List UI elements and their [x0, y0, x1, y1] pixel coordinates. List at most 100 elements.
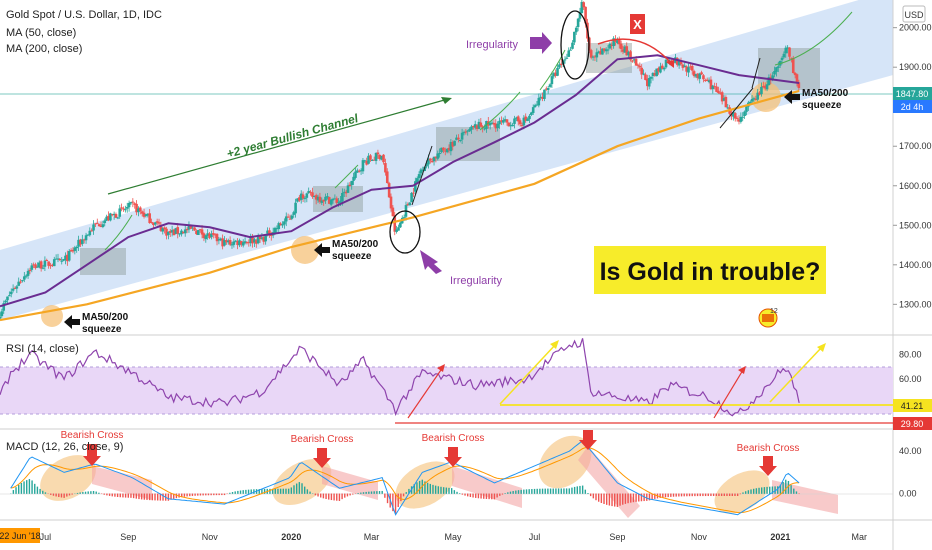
- macd-hist-bar-283: [766, 486, 768, 494]
- candle-body-143: [266, 230, 269, 234]
- macd-hist-bar-107: [295, 483, 298, 494]
- price-panel[interactable]: +2 year Bullish Channel X Irregularity I…: [0, 0, 893, 335]
- candle-body-99: [183, 229, 187, 234]
- candle-body-41: [75, 246, 79, 249]
- candle-body-173: [322, 199, 325, 202]
- macd-hist-bar-264: [715, 493, 717, 497]
- macd-hist-bar-173: [472, 493, 474, 498]
- macd-panel[interactable]: Bearish Cross Bearish Cross Bearish Cros…: [0, 425, 893, 522]
- macd-hist-bar-228: [619, 493, 621, 506]
- candle-body-290: [541, 96, 544, 99]
- candle-body-210: [391, 207, 395, 217]
- candle-body-175: [326, 196, 329, 198]
- candle-body-268: [500, 120, 503, 122]
- macd-hist-bar-203: [552, 488, 554, 494]
- candle-body-44: [81, 239, 84, 244]
- macd-hist-bar-257: [696, 493, 699, 497]
- macd-hist-bar-100: [277, 488, 279, 494]
- macd-hist-bar-77: [215, 493, 218, 496]
- candle-body-124: [230, 244, 234, 246]
- candle-body-190: [354, 171, 357, 178]
- candle-body-82: [152, 222, 155, 226]
- macd-hist-bar-54: [154, 493, 156, 501]
- candle-body-253: [472, 126, 475, 128]
- candle-body-7: [11, 288, 15, 291]
- candle-body-149: [277, 223, 281, 230]
- candle-body-403: [752, 98, 756, 100]
- candle-body-242: [451, 142, 455, 147]
- impulse-arrow-2: [719, 87, 754, 129]
- candle-body-245: [457, 137, 460, 140]
- candle-body-55: [101, 224, 105, 228]
- candle-body-266: [496, 123, 499, 129]
- macd-hist-bar-274: [742, 492, 744, 494]
- candle-body-178: [331, 198, 335, 201]
- macd-hist-bar-90: [250, 489, 252, 494]
- macd-hist-bar-224: [608, 493, 611, 506]
- macd-hist-bar-111: [306, 489, 309, 494]
- candle-body-340: [634, 58, 638, 66]
- candle-body-94: [174, 228, 178, 234]
- currency-box[interactable]: [902, 5, 926, 23]
- macd-hist-bar-5: [23, 481, 25, 494]
- candle-body-11: [19, 281, 22, 283]
- candle-body-399: [745, 106, 748, 112]
- macd-hist-bar-108: [298, 482, 301, 494]
- macd-hist-bar-52: [148, 493, 151, 501]
- macd-hist-bar-85: [237, 490, 239, 494]
- candle-body-40: [73, 247, 77, 251]
- candle-body-141: [262, 236, 266, 242]
- macd-hist-bar-294: [795, 491, 798, 494]
- candle-body-322: [601, 48, 604, 55]
- rsi-panel[interactable]: [0, 338, 893, 424]
- macd-hist-bar-82: [229, 492, 231, 494]
- candle-body-27: [49, 265, 52, 267]
- macd-hist-bar-28: [84, 491, 87, 494]
- irregularity-arrow-bottom: [420, 250, 442, 274]
- macd-hist-bar-186: [507, 492, 509, 494]
- candle-body-85: [157, 222, 161, 224]
- macd-hist-bar-18: [58, 493, 60, 498]
- candle-body-184: [342, 191, 346, 193]
- ma50-legend: MA (50, close): [6, 27, 76, 39]
- candle-body-427: [797, 82, 801, 88]
- candle-body-350: [653, 73, 657, 76]
- bearish-cross-arrow-4: [579, 430, 597, 450]
- candle-body-59: [109, 213, 112, 221]
- candle-body-90: [167, 231, 170, 235]
- price-tick-label-0: 2000.00: [899, 23, 932, 33]
- candle-body-344: [642, 73, 645, 75]
- candle-body-341: [636, 64, 640, 66]
- macd-tick-label-1: 0.00: [899, 489, 917, 499]
- price-tick-label-1: 1900.00: [899, 62, 932, 72]
- macd-hist-bar-23: [71, 493, 73, 495]
- candle-body-272: [507, 122, 511, 127]
- macd-hist-bar-260: [704, 493, 707, 497]
- x-mark-box: [630, 14, 645, 34]
- candle-body-164: [305, 193, 309, 198]
- candle-body-347: [647, 78, 651, 87]
- candle-body-386: [720, 92, 724, 102]
- candle-body-6: [9, 291, 13, 295]
- candle-body-187: [348, 184, 352, 187]
- candle-body-208: [387, 183, 391, 198]
- macd-axis: 40.00 0.00: [899, 446, 922, 498]
- candle-body-333: [621, 49, 625, 52]
- candle-body-326: [608, 43, 612, 49]
- candle-body-109: [202, 233, 206, 239]
- candle-body-225: [419, 169, 423, 174]
- macd-hist-bar-213: [579, 485, 581, 494]
- candle-body-171: [318, 196, 322, 202]
- candle-body-408: [762, 86, 765, 88]
- rsi-yellow-arrowhead-2: [817, 343, 826, 352]
- candle-body-281: [524, 116, 528, 121]
- macd-hist-bar-26: [79, 492, 81, 494]
- candle-body-414: [773, 70, 776, 75]
- macd-hist-bar-235: [638, 493, 640, 502]
- candle-body-425: [793, 72, 797, 76]
- bearish-cross-arrow-2: [313, 448, 331, 468]
- candle-body-174: [324, 196, 327, 201]
- macd-hist-bar-287: [777, 486, 779, 494]
- macd-hist-bar-214: [581, 485, 584, 494]
